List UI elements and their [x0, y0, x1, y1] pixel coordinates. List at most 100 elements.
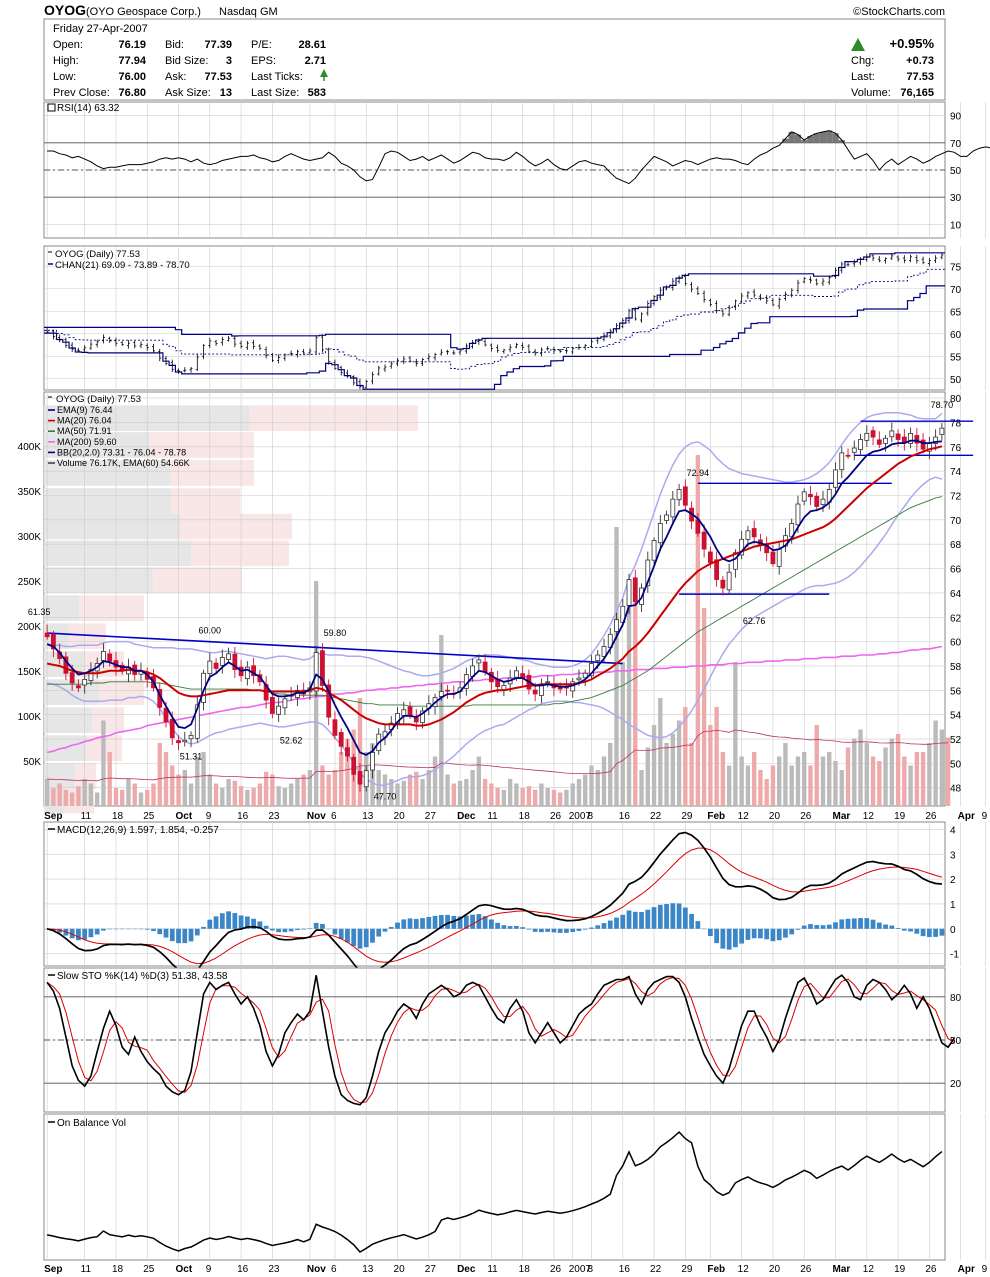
x-tick-label: 12: [738, 1264, 750, 1275]
volume-bar: [658, 698, 663, 806]
volume-bar: [207, 774, 212, 806]
macd-histogram-bar: [858, 918, 863, 929]
volume-bar: [589, 765, 594, 806]
macd-histogram-bar: [213, 916, 219, 929]
volume-bar: [639, 770, 644, 806]
macd-histogram-bar: [263, 925, 269, 929]
candle-body: [438, 691, 444, 697]
volume-bar: [864, 743, 869, 806]
volume-bar: [889, 738, 895, 806]
x-tick-label: 2007: [569, 811, 592, 822]
volume-by-price-down: [79, 595, 144, 621]
volume-bar: [789, 765, 794, 806]
volume-bar: [633, 599, 638, 806]
quote-label: Prev Close:: [53, 87, 110, 99]
macd-histogram-bar: [163, 928, 169, 938]
volume-bar: [288, 783, 294, 806]
macd-histogram-bar: [920, 928, 926, 937]
candle-body: [269, 696, 275, 714]
candle-body: [895, 433, 901, 440]
x-tick-label: 12: [738, 811, 750, 822]
y-tick-label: 56: [950, 686, 962, 697]
volume-bar: [44, 779, 50, 806]
slow-stochastic-panel: 80 50 20: [43, 967, 986, 1113]
y-tick-label: 68: [950, 540, 962, 551]
macd-histogram-bar: [232, 912, 238, 929]
volume-bar: [101, 720, 106, 806]
price-annotation: 78.70: [931, 400, 954, 410]
rsi-panel: 90 70 50 30 10: [43, 101, 990, 239]
candle-body: [833, 469, 838, 488]
macd-histogram-bar: [701, 928, 707, 930]
y-tick-label: 78: [950, 418, 962, 429]
macd-histogram-bar: [645, 909, 651, 929]
volume-by-price-up: [44, 513, 181, 540]
x-tick-label: 23: [268, 1264, 280, 1275]
macd-histogram-bar: [745, 928, 751, 940]
candle-body: [814, 495, 820, 507]
macd-histogram-bar: [244, 916, 250, 929]
candle-body: [326, 684, 332, 718]
x-tick-label: Apr: [958, 811, 975, 822]
volume-bar: [545, 788, 550, 806]
macd-histogram-bar: [376, 928, 382, 937]
macd-histogram-bar: [401, 919, 407, 929]
candle-body: [920, 439, 926, 450]
legend-entry: Volume 76.17K, EMA(60) 54.66K: [57, 458, 190, 468]
y-tick-label: 80: [950, 394, 962, 405]
macd-histogram-bar: [864, 918, 870, 929]
volume-bar: [120, 789, 125, 806]
candle-body: [858, 439, 863, 450]
y-tick-label: 64: [950, 589, 962, 600]
x-tick-label: 9: [206, 1264, 212, 1275]
candle-body: [176, 740, 181, 744]
symbol: OYOG: [44, 2, 86, 18]
candle-body: [219, 657, 225, 666]
macd-histogram-bar: [664, 903, 669, 929]
x-tick-label: Feb: [707, 1264, 725, 1275]
candle-body: [332, 719, 338, 736]
candle-body: [539, 685, 544, 696]
price-annotation: 52.62: [280, 735, 303, 745]
x-tick-label: 22: [650, 811, 662, 822]
x-tick-label: 16: [237, 811, 249, 822]
volume-bar: [564, 789, 569, 806]
volume-by-price-up: [44, 432, 149, 458]
volume-bar: [220, 788, 225, 806]
y-tick-label: 50: [950, 375, 962, 386]
macd-histogram-bar: [551, 928, 557, 933]
macd-histogram-bar: [445, 914, 450, 929]
volume-bar: [701, 608, 707, 806]
resistance-trendline: [47, 632, 623, 665]
quote-value: 76.19: [118, 39, 146, 51]
macd-histogram-bar: [914, 928, 920, 934]
macd-histogram-bar: [826, 924, 832, 929]
rsi-overbought-fill: [807, 136, 814, 143]
volume-bar: [213, 783, 219, 806]
y-tick-label: 58: [950, 662, 962, 673]
rsi-overbought-fill: [813, 133, 820, 143]
candle-body: [870, 430, 876, 438]
macd-histogram-bar: [889, 925, 895, 929]
quote-value: 76.00: [118, 71, 146, 83]
price-annotation: 51.31: [180, 751, 203, 761]
candle-body: [420, 710, 425, 724]
volume-bar: [51, 788, 56, 806]
y-tick-label: 20: [950, 1079, 962, 1090]
macd-histogram-bar: [363, 928, 369, 948]
volume-bar: [414, 771, 419, 806]
volume-bar: [714, 707, 719, 806]
rsi-title: RSI(14) 63.32: [57, 103, 120, 114]
volume-bar: [920, 752, 926, 806]
x-tick-label: 20: [769, 1264, 781, 1275]
volume-bar: [451, 783, 457, 806]
y-tick-label: 90: [950, 112, 962, 123]
volume-tick-label: 300K: [18, 532, 42, 543]
chan-title: OYOG (Daily) 77.53: [55, 249, 140, 260]
quote-mid-column: Bid: 77.39 Bid Size: 3 Ask: 77.53 Ask Size: 13: [165, 39, 232, 99]
macd-histogram-bar: [207, 919, 213, 929]
volume-bar: [432, 756, 438, 806]
macd-histogram-bar: [626, 910, 632, 929]
quote-label: Last Size:: [251, 87, 299, 99]
